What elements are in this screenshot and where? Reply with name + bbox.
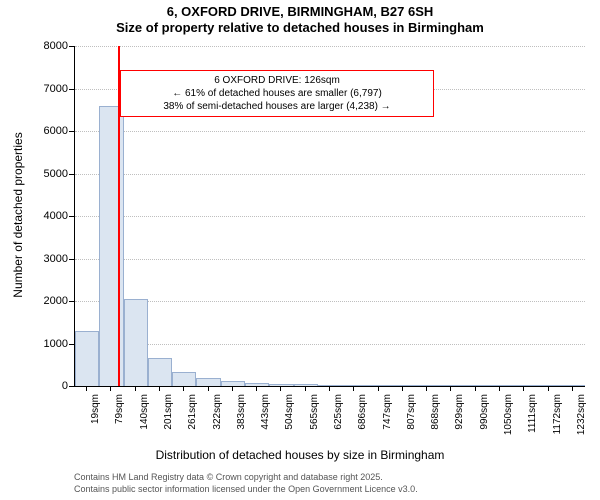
x-tick-label: 19sqm — [90, 394, 101, 424]
grid-line — [75, 46, 585, 47]
histogram-bar — [318, 385, 342, 386]
y-tick-label: 1000 — [0, 338, 68, 350]
y-tick-label: 2000 — [0, 295, 68, 307]
y-tick-label: 3000 — [0, 253, 68, 265]
x-tick-label: 565sqm — [309, 394, 320, 430]
x-tick-label: 1111sqm — [527, 394, 538, 433]
grid-line — [75, 301, 585, 302]
histogram-bar — [391, 385, 415, 386]
annotation-line: ← 61% of detached houses are smaller (6,… — [127, 87, 427, 100]
y-tick-label: 6000 — [0, 125, 68, 137]
x-tick-label: 686sqm — [357, 394, 368, 430]
histogram-bar — [75, 331, 99, 386]
y-tick-label: 5000 — [0, 168, 68, 180]
histogram-bar — [148, 358, 172, 386]
histogram-bar — [366, 385, 390, 386]
histogram-bar — [124, 299, 148, 386]
y-tick-label: 0 — [0, 380, 68, 392]
x-tick-label: 504sqm — [284, 394, 295, 430]
x-tick-label: 261sqm — [187, 394, 198, 430]
histogram-bar — [439, 385, 463, 386]
annotation-line: 38% of semi-detached houses are larger (… — [127, 100, 427, 113]
footer-line-2: Contains public sector information licen… — [74, 484, 418, 496]
histogram-bar — [464, 385, 488, 386]
histogram-bar — [221, 381, 245, 386]
histogram-bar — [536, 385, 560, 386]
x-tick-label: 868sqm — [430, 394, 441, 430]
x-tick-label: 201sqm — [163, 394, 174, 430]
y-tick-label: 7000 — [0, 83, 68, 95]
histogram-bar — [415, 385, 439, 386]
histogram-bar — [512, 385, 536, 386]
histogram-bar — [294, 384, 318, 386]
chart-title: 6, OXFORD DRIVE, BIRMINGHAM, B27 6SHSize… — [0, 4, 600, 37]
x-tick-label: 929sqm — [454, 394, 465, 430]
footer-line-1: Contains HM Land Registry data © Crown c… — [74, 472, 418, 484]
footer-attribution: Contains HM Land Registry data © Crown c… — [74, 472, 418, 495]
x-tick-label: 383sqm — [236, 394, 247, 430]
grid-line — [75, 344, 585, 345]
histogram-bar — [561, 385, 585, 386]
grid-line — [75, 216, 585, 217]
histogram-bar — [488, 385, 512, 386]
title-line-1: 6, OXFORD DRIVE, BIRMINGHAM, B27 6SH — [0, 4, 600, 20]
histogram-bar — [172, 372, 196, 386]
x-tick-label: 990sqm — [479, 394, 490, 430]
x-tick-label: 79sqm — [114, 394, 125, 424]
histogram-bar — [342, 385, 366, 386]
y-tick-label: 4000 — [0, 210, 68, 222]
histogram-bar — [196, 378, 220, 386]
y-tick-label: 8000 — [0, 40, 68, 52]
x-axis-label: Distribution of detached houses by size … — [0, 448, 600, 462]
histogram-chart: 6, OXFORD DRIVE, BIRMINGHAM, B27 6SHSize… — [0, 0, 600, 500]
grid-line — [75, 259, 585, 260]
grid-line — [75, 174, 585, 175]
x-tick-label: 1172sqm — [552, 394, 563, 434]
annotation-box: 6 OXFORD DRIVE: 126sqm← 61% of detached … — [120, 70, 434, 117]
x-tick-label: 140sqm — [139, 394, 150, 430]
histogram-bar — [269, 384, 293, 386]
x-tick-label: 322sqm — [212, 394, 223, 430]
x-tick-label: 625sqm — [333, 394, 344, 430]
grid-line — [75, 131, 585, 132]
x-tick-label: 807sqm — [406, 394, 417, 430]
title-line-2: Size of property relative to detached ho… — [0, 20, 600, 36]
x-tick-label: 1050sqm — [503, 394, 514, 435]
annotation-line: 6 OXFORD DRIVE: 126sqm — [127, 74, 427, 87]
histogram-bar — [245, 383, 269, 386]
x-tick-label: 1232sqm — [576, 394, 587, 435]
x-tick-label: 747sqm — [382, 394, 393, 430]
x-tick-label: 443sqm — [260, 394, 271, 430]
